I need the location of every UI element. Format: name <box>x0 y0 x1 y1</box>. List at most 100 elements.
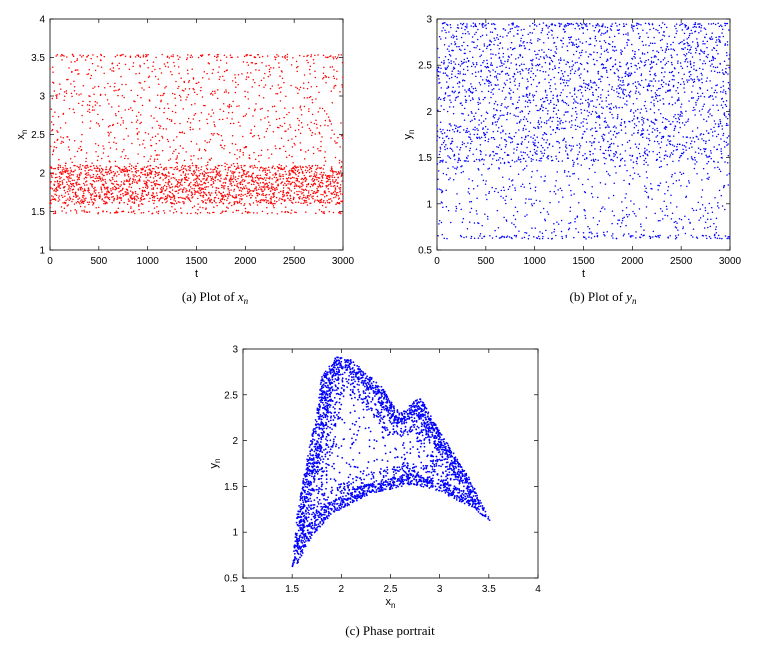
data-point <box>516 122 518 124</box>
data-point <box>229 54 232 56</box>
data-point <box>72 54 74 56</box>
data-point <box>266 172 268 175</box>
data-point <box>517 156 520 158</box>
data-point <box>290 177 292 179</box>
data-point <box>563 28 565 31</box>
data-point <box>106 196 109 198</box>
data-point <box>294 135 297 138</box>
data-point <box>52 115 54 118</box>
data-point <box>151 170 153 173</box>
data-point <box>58 186 60 188</box>
data-point <box>100 186 102 188</box>
data-point <box>589 43 592 45</box>
data-point <box>446 237 448 240</box>
data-point <box>134 170 137 173</box>
data-point <box>335 171 338 173</box>
data-point <box>509 112 511 115</box>
data-point <box>136 132 139 135</box>
data-point <box>246 175 248 178</box>
data-point <box>130 206 132 208</box>
data-point <box>502 86 505 89</box>
data-point <box>534 75 537 77</box>
data-point <box>490 48 492 51</box>
data-point <box>93 189 96 191</box>
data-point <box>579 126 581 128</box>
data-point <box>545 54 548 56</box>
data-point <box>307 149 309 152</box>
data-point <box>208 212 211 214</box>
data-point <box>195 169 198 171</box>
data-point <box>207 175 210 178</box>
data-point <box>621 84 623 87</box>
data-point <box>508 161 510 164</box>
data-point <box>607 146 610 149</box>
data-point <box>177 186 179 188</box>
data-point <box>479 160 481 162</box>
data-point <box>324 190 326 192</box>
data-point <box>491 123 494 125</box>
data-point <box>497 146 500 149</box>
data-point <box>501 158 504 160</box>
data-point <box>307 81 310 84</box>
data-point <box>119 169 121 171</box>
data-point <box>575 96 578 98</box>
data-point <box>268 68 271 71</box>
data-point <box>205 165 207 167</box>
data-point <box>136 195 139 198</box>
data-point <box>101 118 104 121</box>
data-point <box>114 172 116 174</box>
data-point <box>312 195 314 197</box>
data-point <box>100 172 102 174</box>
data-point <box>115 114 117 117</box>
data-point <box>84 59 87 61</box>
data-point <box>333 133 335 135</box>
data-point <box>102 152 105 154</box>
data-point <box>454 127 457 130</box>
data-point <box>454 43 457 45</box>
data-point <box>293 171 295 174</box>
data-point <box>499 157 501 159</box>
data-point <box>95 189 97 191</box>
data-point <box>586 122 588 124</box>
data-point <box>509 93 511 95</box>
data-point <box>438 219 441 222</box>
data-point <box>175 158 177 160</box>
data-point <box>569 38 571 41</box>
data-point <box>591 110 594 113</box>
data-point <box>463 107 466 110</box>
data-point <box>206 72 208 75</box>
data-point <box>223 79 225 81</box>
data-point <box>270 183 273 185</box>
data-point <box>127 175 130 178</box>
data-point <box>527 80 529 83</box>
data-point <box>179 182 182 184</box>
data-point <box>590 100 592 102</box>
data-point <box>116 196 119 199</box>
data-point <box>572 23 574 26</box>
data-point <box>308 164 310 167</box>
data-point <box>96 55 99 58</box>
data-point <box>549 190 551 193</box>
data-point <box>511 159 514 162</box>
data-point <box>79 54 81 56</box>
data-point <box>304 188 307 191</box>
data-point <box>164 87 166 89</box>
data-point <box>166 117 169 120</box>
data-point <box>438 223 440 225</box>
data-point <box>559 187 562 189</box>
data-point <box>481 224 483 227</box>
data-point <box>58 158 60 161</box>
data-point <box>222 185 224 187</box>
data-point <box>163 92 165 95</box>
data-point <box>509 141 512 144</box>
data-point <box>557 124 559 126</box>
data-point <box>225 62 228 64</box>
data-point <box>313 173 316 175</box>
data-point <box>299 142 302 144</box>
data-point <box>448 77 451 80</box>
data-point <box>251 194 253 197</box>
data-point <box>601 32 603 35</box>
data-point <box>244 90 246 92</box>
data-point <box>481 90 483 93</box>
data-point <box>58 195 60 197</box>
